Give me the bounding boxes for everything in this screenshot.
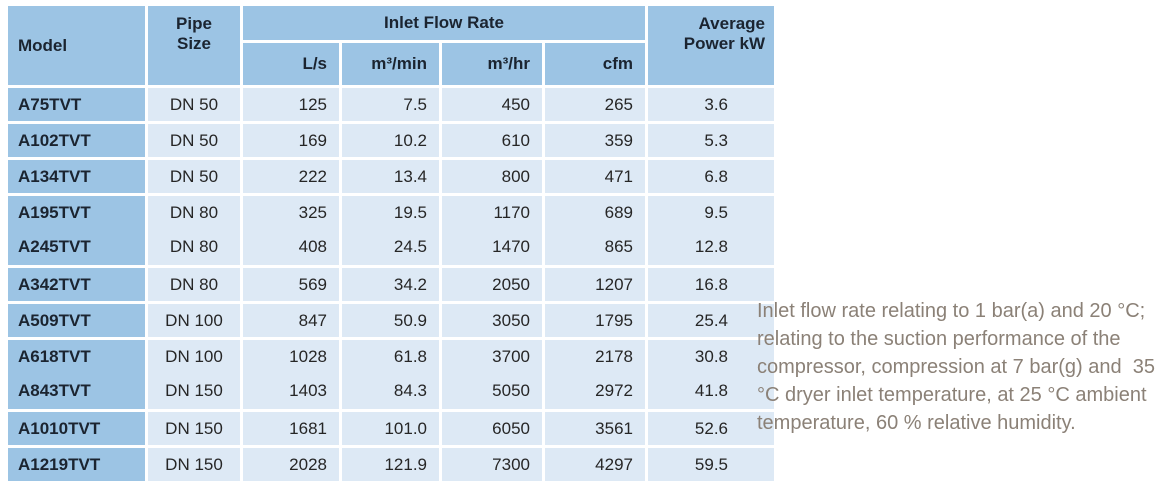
flow-ls-cell: 325 [243, 193, 339, 229]
pipe-size-cell: DN 80 [148, 193, 240, 229]
flow-ls-cell: 847 [243, 301, 339, 337]
flow-cfm-cell: 689 [545, 193, 645, 229]
flow-ls-cell: 1403 [243, 373, 339, 409]
flow-m3hr-cell: 6050 [442, 409, 542, 445]
pipe-size-cell: DN 80 [148, 229, 240, 265]
note-line: Inlet flow rate relating to 1 bar(a) and… [757, 300, 1146, 322]
flow-m3hr-cell: 3700 [442, 337, 542, 373]
flow-m3hr-cell: 5050 [442, 373, 542, 409]
flow-m3hr-cell: 3050 [442, 301, 542, 337]
model-header: Model [8, 6, 145, 85]
flow-m3min-cell: 7.5 [342, 85, 439, 121]
flow-cfm-cell: 2972 [545, 373, 645, 409]
avg-power-cell: 16.8 [648, 265, 774, 301]
flow-m3hr-cell: 450 [442, 85, 542, 121]
unit-header-cfm: cfm [545, 40, 645, 85]
pipe-size-cell: DN 150 [148, 373, 240, 409]
flow-m3min-cell: 101.0 [342, 409, 439, 445]
flow-ls-cell: 169 [243, 121, 339, 157]
flow-cfm-cell: 265 [545, 85, 645, 121]
flow-m3min-cell: 10.2 [342, 121, 439, 157]
flow-m3min-cell: 19.5 [342, 193, 439, 229]
avg-power-cell: 6.8 [648, 157, 774, 193]
model-cell: A342TVT [8, 265, 145, 301]
avg-power-cell: 41.8 [648, 373, 774, 409]
flow-m3min-cell: 121.9 [342, 445, 439, 481]
flow-ls-cell: 222 [243, 157, 339, 193]
flow-ls-cell: 1681 [243, 409, 339, 445]
flow-m3hr-cell: 2050 [442, 265, 542, 301]
avg-power-cell: 5.3 [648, 121, 774, 157]
flow-ls-cell: 2028 [243, 445, 339, 481]
flow-m3min-cell: 50.9 [342, 301, 439, 337]
avg-power-cell: 9.5 [648, 193, 774, 229]
flow-m3min-cell: 84.3 [342, 373, 439, 409]
pipe-size-cell: DN 80 [148, 265, 240, 301]
model-cell: A509TVT [8, 301, 145, 337]
avg-power-cell: 12.8 [648, 229, 774, 265]
pipe-size-cell: DN 100 [148, 337, 240, 373]
flow-cfm-cell: 3561 [545, 409, 645, 445]
model-cell: A1219TVT [8, 445, 145, 481]
flow-m3min-cell: 24.5 [342, 229, 439, 265]
pipe-size-cell: DN 50 [148, 85, 240, 121]
flow-m3hr-cell: 1470 [442, 229, 542, 265]
unit-header-m3hr: m³/hr [442, 40, 542, 85]
flow-cfm-cell: 471 [545, 157, 645, 193]
pipe-size-cell: DN 50 [148, 121, 240, 157]
flow-cfm-cell: 4297 [545, 445, 645, 481]
flow-m3hr-cell: 610 [442, 121, 542, 157]
inlet-flow-note: Inlet flow rate relating to 1 bar(a) and… [757, 297, 1156, 437]
model-cell: A195TVT [8, 193, 145, 229]
note-line: compressor, compression at 7 bar(g) and … [757, 356, 1155, 378]
flow-cfm-cell: 1795 [545, 301, 645, 337]
flow-m3min-cell: 61.8 [342, 337, 439, 373]
avg-power-cell: 30.8 [648, 337, 774, 373]
flow-cfm-cell: 1207 [545, 265, 645, 301]
flow-cfm-cell: 2178 [545, 337, 645, 373]
avg-power-cell: 59.5 [648, 445, 774, 481]
pipe-size-header: Pipe Size [148, 6, 240, 85]
flow-m3hr-cell: 7300 [442, 445, 542, 481]
model-cell: A1010TVT [8, 409, 145, 445]
spec-table: Model Pipe Size Inlet Flow Rate L/s m³/m… [8, 6, 774, 481]
average-power-header: Average Power kW [648, 6, 774, 85]
pipe-size-cell: DN 150 [148, 409, 240, 445]
pipe-size-cell: DN 150 [148, 445, 240, 481]
note-line: relating to the suction performance of t… [757, 328, 1121, 350]
flow-ls-cell: 125 [243, 85, 339, 121]
flow-m3min-cell: 13.4 [342, 157, 439, 193]
model-cell: A75TVT [8, 85, 145, 121]
unit-header-ls: L/s [243, 40, 339, 85]
model-cell: A843TVT [8, 373, 145, 409]
flow-m3hr-cell: 800 [442, 157, 542, 193]
model-cell: A102TVT [8, 121, 145, 157]
pipe-size-cell: DN 100 [148, 301, 240, 337]
inlet-flow-rate-header: Inlet Flow Rate [243, 6, 645, 40]
avg-power-cell: 3.6 [648, 85, 774, 121]
flow-m3min-cell: 34.2 [342, 265, 439, 301]
flow-ls-cell: 569 [243, 265, 339, 301]
flow-ls-cell: 1028 [243, 337, 339, 373]
flow-cfm-cell: 865 [545, 229, 645, 265]
flow-m3hr-cell: 1170 [442, 193, 542, 229]
flow-ls-cell: 408 [243, 229, 339, 265]
model-cell: A134TVT [8, 157, 145, 193]
model-cell: A245TVT [8, 229, 145, 265]
pipe-size-cell: DN 50 [148, 157, 240, 193]
model-cell: A618TVT [8, 337, 145, 373]
flow-cfm-cell: 359 [545, 121, 645, 157]
unit-header-m3min: m³/min [342, 40, 439, 85]
note-line: °C dryer inlet temperature, at 25 °C amb… [757, 384, 1147, 406]
note-line: temperature, 60 % relative humidity. [757, 412, 1076, 434]
avg-power-cell: 52.6 [648, 409, 774, 445]
avg-power-cell: 25.4 [648, 301, 774, 337]
